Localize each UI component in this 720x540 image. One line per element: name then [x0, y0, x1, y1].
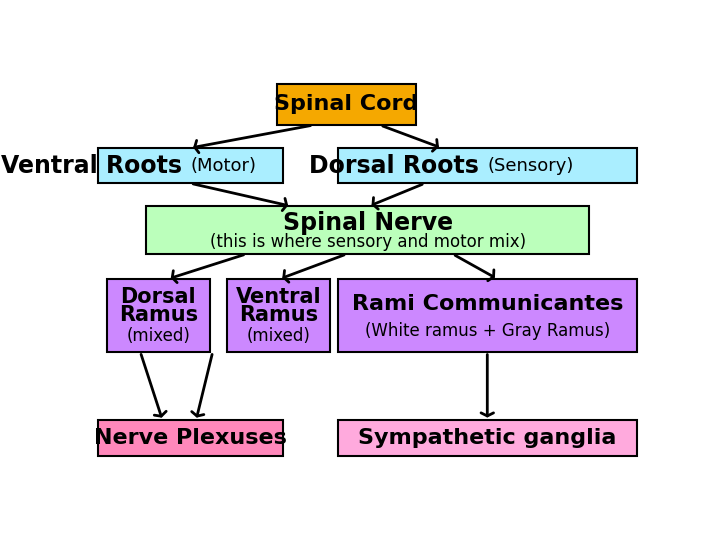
- Text: Dorsal: Dorsal: [120, 287, 196, 307]
- FancyBboxPatch shape: [338, 148, 637, 183]
- Text: Ramus: Ramus: [239, 305, 318, 325]
- Text: Sympathetic ganglia: Sympathetic ganglia: [359, 428, 617, 448]
- FancyBboxPatch shape: [99, 148, 282, 183]
- Text: (mixed): (mixed): [246, 327, 310, 345]
- Text: Ramus: Ramus: [119, 305, 198, 325]
- FancyBboxPatch shape: [99, 420, 282, 456]
- Text: Ventral: Ventral: [235, 287, 321, 307]
- Text: Rami Communicantes: Rami Communicantes: [352, 294, 624, 314]
- FancyBboxPatch shape: [107, 279, 210, 352]
- Text: Spinal Nerve: Spinal Nerve: [282, 211, 453, 235]
- Text: Dorsal Roots: Dorsal Roots: [309, 154, 487, 178]
- Text: (Motor): (Motor): [190, 157, 256, 174]
- FancyBboxPatch shape: [145, 206, 590, 254]
- Text: Dorsal Roots (Sensory): Dorsal Roots (Sensory): [334, 154, 641, 178]
- Text: (this is where sensory and motor mix): (this is where sensory and motor mix): [210, 233, 526, 251]
- FancyBboxPatch shape: [338, 279, 637, 352]
- Text: (Sensory): (Sensory): [487, 157, 574, 174]
- Text: (mixed): (mixed): [127, 327, 190, 345]
- Text: Ventral Roots (Motor): Ventral Roots (Motor): [45, 154, 336, 178]
- FancyBboxPatch shape: [227, 279, 330, 352]
- Text: Nerve Plexuses: Nerve Plexuses: [94, 428, 287, 448]
- FancyBboxPatch shape: [338, 420, 637, 456]
- Text: Ventral Roots: Ventral Roots: [1, 154, 190, 178]
- Text: (White ramus + Gray Ramus): (White ramus + Gray Ramus): [365, 322, 611, 340]
- Text: Spinal Cord: Spinal Cord: [274, 94, 419, 114]
- FancyBboxPatch shape: [277, 84, 416, 125]
